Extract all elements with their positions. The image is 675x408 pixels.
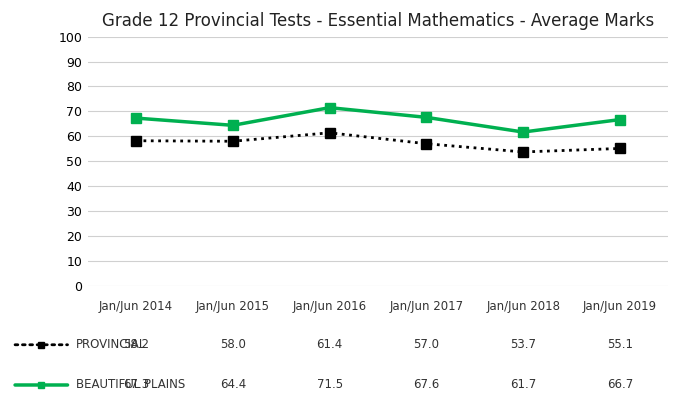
Text: 71.5: 71.5 [317,379,343,392]
Text: 66.7: 66.7 [607,379,633,392]
Text: BEAUTIFUL PLAINS: BEAUTIFUL PLAINS [76,379,186,392]
Text: 61.7: 61.7 [510,379,536,392]
Text: Jan/Jun 2018: Jan/Jun 2018 [486,300,560,313]
Text: 67.6: 67.6 [413,379,439,392]
Text: PROVINCIAL: PROVINCIAL [76,338,146,351]
Text: 53.7: 53.7 [510,338,536,351]
Text: Jan/Jun 2015: Jan/Jun 2015 [196,300,270,313]
Text: Jan/Jun 2014: Jan/Jun 2014 [99,300,173,313]
Text: 58.2: 58.2 [123,338,149,351]
Text: 64.4: 64.4 [220,379,246,392]
Text: Jan/Jun 2016: Jan/Jun 2016 [292,300,367,313]
Text: 57.0: 57.0 [413,338,439,351]
Text: 58.0: 58.0 [220,338,246,351]
Text: 55.1: 55.1 [607,338,633,351]
Text: Jan/Jun 2017: Jan/Jun 2017 [389,300,464,313]
Text: 61.4: 61.4 [317,338,343,351]
Text: Jan/Jun 2019: Jan/Jun 2019 [583,300,657,313]
Text: 67.3: 67.3 [123,379,149,392]
Title: Grade 12 Provincial Tests - Essential Mathematics - Average Marks: Grade 12 Provincial Tests - Essential Ma… [102,11,654,30]
